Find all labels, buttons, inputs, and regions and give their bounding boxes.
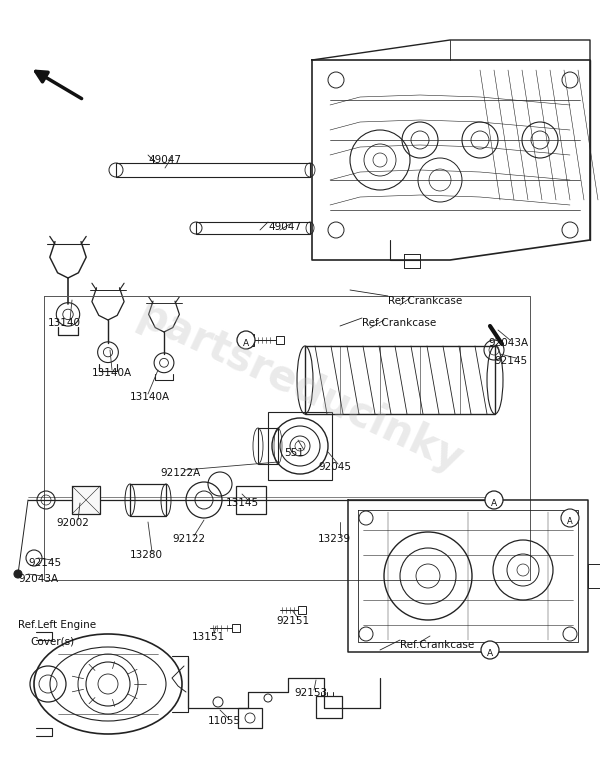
Text: A: A [567,518,573,526]
Text: 13140: 13140 [48,318,81,328]
Bar [130,484,166,516]
Text: 92122A: 92122A [160,468,200,478]
Text: 13280: 13280 [130,550,163,560]
Bar [258,428,278,464]
Text: 13140A: 13140A [92,368,132,378]
Text: 92151: 92151 [276,616,309,626]
Text: Ref.Crankcase: Ref.Crankcase [362,318,436,328]
Text: Ref.Crankcase: Ref.Crankcase [388,296,462,306]
Bar [268,412,332,480]
Text: partsreducinky: partsreducinky [130,294,470,482]
Bar [316,696,342,718]
Text: 49047: 49047 [268,222,301,232]
Text: 551: 551 [284,448,304,458]
Text: 11055: 11055 [208,716,241,726]
Text: 13145: 13145 [226,498,259,508]
Text: Cover(s): Cover(s) [30,636,74,646]
Text: 92145: 92145 [28,558,61,568]
Text: 92045: 92045 [318,462,351,472]
Bar [588,564,600,588]
Bar [116,163,310,177]
Bar [72,486,100,514]
Text: 92002: 92002 [56,518,89,528]
Circle shape [481,641,499,659]
Text: 13239: 13239 [318,534,351,544]
Text: A: A [491,499,497,508]
Bar [305,346,495,414]
Bar [238,708,262,728]
Text: Ref.Crankcase: Ref.Crankcase [400,640,474,650]
Text: 92122: 92122 [172,534,205,544]
Text: A: A [487,649,493,658]
Text: Ref.Left Engine: Ref.Left Engine [18,620,96,630]
Circle shape [237,331,255,349]
Text: A: A [243,339,249,348]
Circle shape [485,491,503,509]
Text: 13151: 13151 [192,632,225,642]
Bar [298,606,306,614]
Bar [242,334,254,346]
Text: 13140A: 13140A [130,392,170,402]
Circle shape [561,509,579,527]
Text: 92145: 92145 [494,356,527,366]
Text: 49047: 49047 [148,155,181,165]
Circle shape [14,570,22,578]
Bar [196,222,310,234]
Bar [276,336,284,344]
Text: 92153: 92153 [294,688,327,698]
Text: 92043A: 92043A [488,338,528,348]
Text: 92043A: 92043A [18,574,58,584]
Bar [236,486,266,514]
Bar [232,624,240,632]
